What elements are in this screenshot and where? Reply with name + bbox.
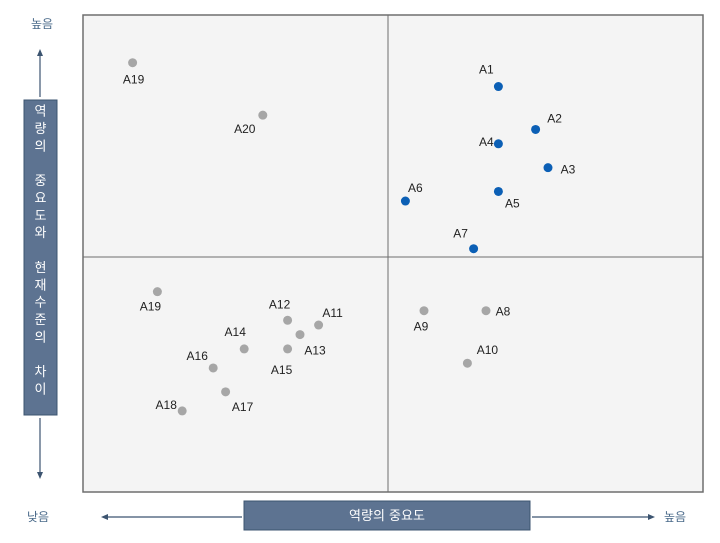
data-point-a13	[295, 330, 305, 340]
y-axis-title-char: 요	[35, 191, 47, 206]
data-point-a9	[419, 306, 429, 316]
y-axis-title-char: 의	[35, 139, 47, 154]
data-label-a12: A12	[269, 297, 291, 311]
y-axis-title-char: 수	[35, 296, 47, 311]
data-point-a11	[314, 320, 324, 330]
data-label-a19: A19	[140, 300, 162, 314]
data-label-a17: A17	[232, 400, 254, 414]
data-label-a3: A3	[561, 163, 576, 177]
data-point-a15	[283, 344, 293, 354]
data-label-a4: A4	[479, 135, 494, 149]
y-axis-title-char: 의	[35, 330, 47, 345]
data-label-a7: A7	[453, 227, 468, 241]
y-axis-title-char: 재	[35, 278, 47, 293]
y-axis-title-box	[23, 99, 58, 416]
data-point-a20	[258, 110, 268, 120]
data-point-a3	[543, 163, 553, 173]
data-label-a19: A19	[123, 73, 145, 87]
data-point-a8	[481, 306, 491, 316]
data-point-a19	[128, 58, 138, 68]
data-label-a5: A5	[505, 196, 520, 210]
data-point-a10	[462, 358, 472, 368]
data-points: A1 A2 A3 A4 A5 A6 A7 A8 A9 A10 A11 A12 A13 A14 A15 A16 A…	[123, 58, 576, 416]
data-label-a13: A13	[304, 344, 326, 358]
data-point-a1	[493, 82, 503, 92]
data-label-a2: A2	[547, 111, 562, 125]
data-point-a14	[239, 344, 249, 354]
y-axis-high-label: 높음	[31, 17, 53, 31]
y-axis-title-char: 중	[35, 174, 47, 189]
data-point-a6	[400, 196, 410, 206]
data-label-a15: A15	[271, 363, 293, 377]
data-label-a10: A10	[477, 343, 499, 357]
y-axis-title-char: 차	[35, 365, 47, 380]
data-point-a2	[531, 124, 541, 134]
data-label-a1: A1	[479, 63, 494, 77]
data-point-a12	[283, 315, 293, 325]
y-axis-low-label: 낮음	[27, 510, 49, 524]
data-label-a18: A18	[156, 398, 178, 412]
data-label-a16: A16	[187, 349, 209, 363]
data-label-a8: A8	[496, 305, 511, 319]
data-label-a11: A11	[322, 306, 343, 320]
y-axis-title-char: 준	[35, 313, 47, 328]
data-point-a4	[493, 139, 503, 149]
y-axis-title-char: 량	[35, 122, 47, 137]
x-axis-title: 역량의 중요도	[349, 509, 425, 524]
y-axis-title-char: 와	[35, 226, 47, 241]
data-point-a5	[493, 186, 503, 196]
y-axis-title-char: 이	[35, 383, 47, 398]
data-label-a14: A14	[225, 325, 247, 339]
y-axis-title-char: 역	[35, 105, 47, 120]
data-point-a18	[177, 406, 187, 416]
y-axis-title-char: 현	[35, 261, 47, 276]
data-point-a16	[208, 363, 218, 373]
data-label-a9: A9	[414, 320, 429, 334]
data-label-a20: A20	[234, 122, 256, 136]
plot-area	[82, 14, 704, 493]
x-axis-high-label: 높음	[664, 510, 686, 524]
data-point-a19	[152, 287, 162, 297]
data-point-a7	[469, 244, 479, 254]
y-axis-title-char: 도	[35, 209, 47, 224]
data-label-a6: A6	[408, 181, 423, 195]
x-axis-title-box	[243, 500, 531, 531]
data-point-a17	[221, 387, 231, 397]
